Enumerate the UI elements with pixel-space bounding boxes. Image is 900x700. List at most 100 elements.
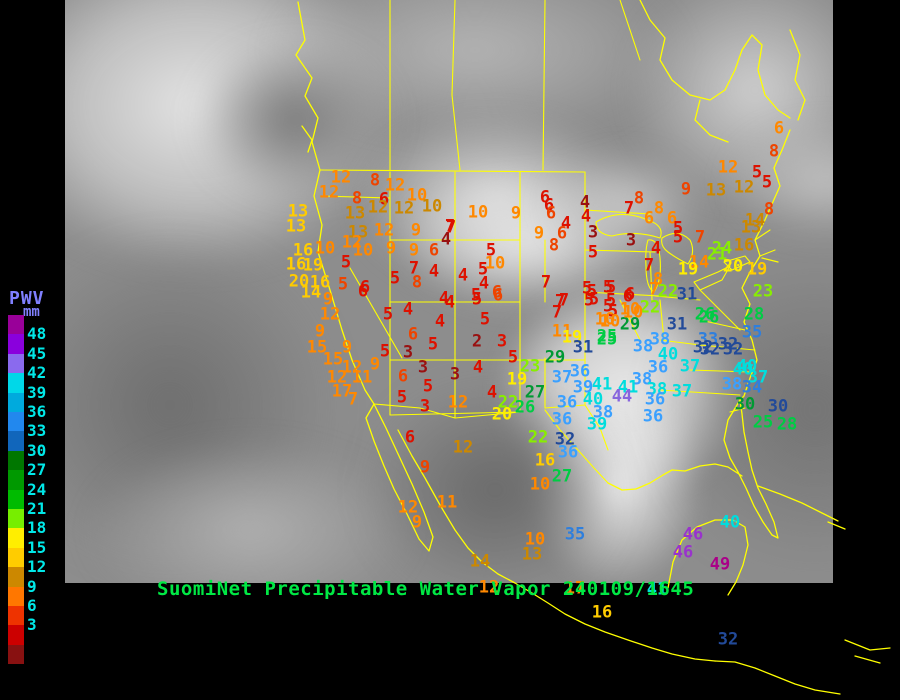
station-pwv-value: 10 xyxy=(619,299,641,320)
legend-tick-label: 27 xyxy=(27,460,47,480)
station-pwv-value: 12 xyxy=(367,197,389,218)
station-pwv-value: 6 xyxy=(407,324,419,345)
station-pwv-value: 28 xyxy=(743,304,765,325)
station-pwv-value: 17 xyxy=(331,381,353,402)
station-pwv-value: 5 xyxy=(605,290,617,311)
station-pwv-value: 8 xyxy=(652,269,664,290)
station-pwv-value: 10 xyxy=(421,196,443,217)
station-pwv-value: 11 xyxy=(351,367,373,388)
station-pwv-value: 32 xyxy=(699,339,721,360)
station-pwv-value: 31 xyxy=(572,337,594,358)
station-pwv-value: 5 xyxy=(382,304,394,325)
station-pwv-value: 44 xyxy=(611,386,633,407)
station-pwv-value: 33 xyxy=(697,329,719,350)
legend-tick-label: 21 xyxy=(27,499,47,518)
station-pwv-value: 12 xyxy=(733,177,755,198)
station-pwv-value: 12 xyxy=(330,167,352,188)
station-pwv-value: 16 xyxy=(285,254,307,275)
station-pwv-value: 37 xyxy=(679,356,701,377)
station-pwv-value: 6 xyxy=(404,427,416,448)
station-pwv-value: 49 xyxy=(709,554,731,575)
station-pwv-value: 36 xyxy=(551,409,573,430)
station-pwv-value: 9 xyxy=(533,223,545,244)
station-pwv-value: 5 xyxy=(389,268,401,289)
legend-tick-label: 9 xyxy=(27,576,37,596)
legend-tick-label: 24 xyxy=(27,479,47,499)
station-pwv-value: 8 xyxy=(548,235,560,256)
station-pwv-value: 5 xyxy=(607,301,619,322)
station-pwv-value: 6 xyxy=(539,187,551,208)
station-pwv-value: 15 xyxy=(322,349,344,370)
station-pwv-value: 23 xyxy=(752,281,774,302)
station-pwv-value: 12 xyxy=(393,198,415,219)
station-pwv-value: 37 xyxy=(747,367,769,388)
station-pwv-value: 41 xyxy=(591,374,613,395)
station-pwv-value: 4 xyxy=(438,288,450,309)
station-pwv-value: 9 xyxy=(322,289,334,310)
station-pwv-value: 46 xyxy=(672,542,694,563)
legend-tick-label: 45 xyxy=(27,343,47,363)
legend-tick-label: 15 xyxy=(27,537,47,557)
station-pwv-value: 5 xyxy=(761,172,773,193)
station-pwv-value: 6 xyxy=(556,223,568,244)
legend-color-segment xyxy=(8,373,24,393)
station-pwv-value: 5 xyxy=(605,277,617,298)
station-pwv-value: 11 xyxy=(436,492,458,513)
station-pwv-value: 13 xyxy=(521,544,543,565)
station-pwv-value: 13 xyxy=(285,216,307,237)
station-pwv-value: 6 xyxy=(643,208,655,229)
station-pwv-value: 26 xyxy=(514,397,536,418)
station-pwv-value: 46 xyxy=(682,524,704,545)
station-pwv-value: 3 xyxy=(417,357,429,378)
station-pwv-value: 5 xyxy=(379,341,391,362)
station-pwv-value: 32 xyxy=(722,339,744,360)
legend-color-segment xyxy=(8,412,24,432)
station-pwv-value: 10 xyxy=(524,529,546,550)
legend-tick-label: 3 xyxy=(27,615,37,635)
station-pwv-value: 40 xyxy=(736,356,758,377)
station-pwv-value: 20 xyxy=(722,256,744,277)
station-pwv-value: 14 xyxy=(300,282,322,303)
station-pwv-value: 12 xyxy=(717,157,739,178)
station-pwv-value: 5 xyxy=(588,289,600,310)
station-pwv-value: 7 xyxy=(444,216,456,237)
station-pwv-value: 38 xyxy=(646,379,668,400)
station-pwv-value: 26 xyxy=(694,304,716,325)
legend-title: PWV xyxy=(9,288,45,309)
station-pwv-value: 38 xyxy=(631,369,653,390)
legend-tick-label: 33 xyxy=(27,421,47,441)
station-pwv-value: 12 xyxy=(373,220,395,241)
station-pwv-value: 25 xyxy=(596,329,618,350)
legend-color-segment xyxy=(8,625,24,645)
station-pwv-value: 38 xyxy=(632,336,654,357)
station-pwv-value: 5 xyxy=(477,259,489,280)
station-pwv-value: 6 xyxy=(543,195,555,216)
station-pwv-value: 25 xyxy=(752,412,774,433)
station-pwv-value: 5 xyxy=(340,252,352,273)
station-pwv-value: 9 xyxy=(385,238,397,259)
legend-color-segment xyxy=(8,528,24,548)
station-pwv-value: 3 xyxy=(625,230,637,251)
station-pwv-value: 10 xyxy=(352,240,374,261)
station-pwv-value: 10 xyxy=(529,474,551,495)
station-pwv-value: 15 xyxy=(306,337,328,358)
station-pwv-value: 29 xyxy=(544,347,566,368)
station-pwv-value: 35 xyxy=(741,322,763,343)
station-pwv-value: 35 xyxy=(564,524,586,545)
station-pwv-value: 41 xyxy=(617,377,639,398)
station-pwv-value: 24 xyxy=(711,238,733,259)
station-pwv-value: 6 xyxy=(773,118,785,139)
station-pwv-value: 36 xyxy=(556,392,578,413)
station-pwv-value: 10 xyxy=(484,253,506,274)
station-pwv-value: 7 xyxy=(554,291,566,312)
station-pwv-value: 4 xyxy=(440,229,452,250)
station-pwv-value: 6 xyxy=(428,240,440,261)
station-pwv-value: 31 xyxy=(666,314,688,335)
station-pwv-value: 39 xyxy=(572,377,594,398)
legend-tick-label: 18 xyxy=(27,518,47,538)
station-pwv-value: 6 xyxy=(357,281,369,302)
station-pwv-value: 32 xyxy=(717,629,739,650)
station-pwv-value: 10 xyxy=(594,309,616,330)
station-pwv-value: 7 xyxy=(551,302,563,323)
